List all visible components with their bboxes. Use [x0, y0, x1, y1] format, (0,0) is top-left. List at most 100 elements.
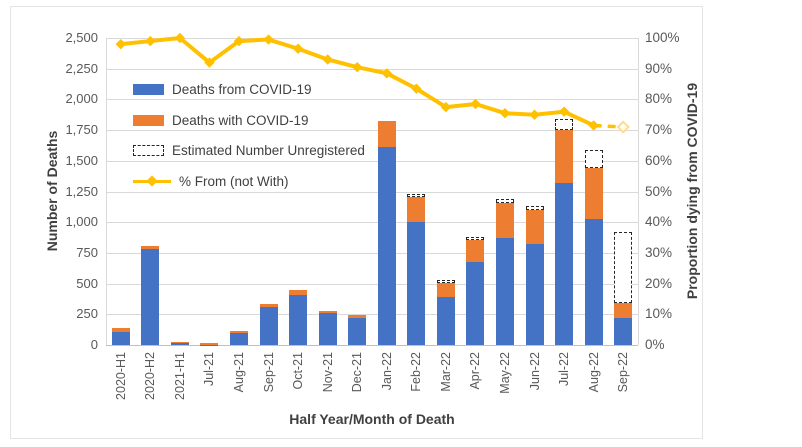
- pct-marker-diamond-icon: [411, 83, 422, 94]
- bar-deaths-from-segment: [230, 332, 248, 345]
- legend-item-unregistered: Estimated Number Unregistered: [133, 142, 365, 158]
- left-axis-tick-label: 2,250: [65, 60, 98, 76]
- x-axis-tick-label: 2021-H1: [172, 352, 187, 400]
- pct-line-dashed-segment: [593, 123, 624, 129]
- x-axis-tick-label: Oct-21: [291, 352, 306, 390]
- x-axis-tick-label: Aug-22: [586, 352, 601, 393]
- x-axis-tick-label: Sep-21: [261, 352, 276, 393]
- legend-label-deaths-with: Deaths with COVID-19: [172, 112, 309, 128]
- bar-deaths-with-segment: [436, 282, 455, 298]
- left-axis-tick-label: 500: [76, 275, 98, 291]
- bar-unregistered-segment: [525, 205, 544, 210]
- bar-deaths-from-segment: [466, 262, 485, 345]
- right-axis-tick-label: 10%: [645, 306, 673, 322]
- left-axis-tick-label: 2,000: [65, 91, 98, 107]
- legend-label-unregistered: Estimated Number Unregistered: [172, 142, 365, 158]
- bar-deaths-from-segment: [289, 295, 308, 345]
- gridline: [106, 99, 638, 101]
- pct-marker-diamond-icon: [499, 108, 511, 119]
- left-axis-tick-label: 1,250: [65, 183, 98, 199]
- bar-deaths-with-segment: [141, 245, 160, 249]
- x-axis-tick-label: Mar-22: [438, 352, 453, 392]
- pct-marker-diamond-icon: [440, 101, 452, 113]
- pct-marker-diamond-icon: [352, 61, 363, 73]
- right-axis-tick-label: 40%: [645, 214, 673, 230]
- x-axis-tick-label: Aug-21: [232, 352, 246, 393]
- bar-deaths-with-segment: [525, 209, 544, 245]
- pct-marker-diamond-icon: [292, 43, 304, 54]
- left-axis-tick-label: 1,000: [65, 214, 98, 230]
- pct-marker-diamond-icon: [263, 34, 274, 45]
- right-axis-tick-label: 90%: [645, 60, 673, 76]
- bar-unregistered-segment: [407, 193, 426, 198]
- bar-deaths-with-segment: [259, 303, 278, 307]
- bar-deaths-from-segment: [525, 244, 544, 345]
- bar-deaths-from-segment: [141, 248, 160, 345]
- bar-deaths-from-segment: [377, 147, 396, 345]
- bar-deaths-with-segment: [377, 120, 396, 148]
- x-axis-tick-label: May-22: [498, 352, 512, 394]
- bar-deaths-with-segment: [496, 203, 514, 239]
- right-axis-tick-label: 50%: [645, 183, 673, 199]
- pct-marker-diamond-icon: [204, 57, 215, 68]
- gridline: [106, 222, 638, 224]
- bar-deaths-from-segment: [111, 332, 130, 345]
- right-axis-tick-label: 20%: [645, 275, 673, 291]
- left-axis-tick-label: 750: [76, 244, 98, 260]
- left-axis-tick-label: 2,500: [65, 30, 98, 45]
- left-axis-tick-label: 0: [90, 337, 98, 352]
- x-axis-tick-label: Jul-21: [202, 352, 217, 387]
- bar-unregistered-segment: [466, 236, 485, 240]
- bar-deaths-from-segment: [259, 306, 278, 345]
- legend-item-deaths-from: Deaths from COVID-19: [133, 81, 312, 97]
- bar-deaths-with-segment: [230, 330, 248, 333]
- right-axis-tick-label: 100%: [645, 30, 680, 45]
- gridline: [106, 314, 638, 316]
- right-axis-tick-label: 30%: [645, 244, 673, 260]
- bar-deaths-from-segment: [318, 313, 337, 345]
- x-axis-tick-label: 2020-H1: [113, 352, 128, 400]
- left-axis-tick-label: 1,500: [65, 152, 98, 168]
- x-axis-title: Half Year/Month of Death: [289, 411, 455, 427]
- bar-deaths-with-segment: [348, 314, 367, 318]
- left-axis-line: [106, 38, 107, 345]
- gridline: [106, 252, 638, 254]
- left-axis-tick-label: 1,750: [65, 122, 98, 138]
- x-axis-tick-label: Apr-22: [468, 352, 483, 390]
- bar-deaths-from-segment: [436, 297, 455, 345]
- gridline: [106, 130, 638, 132]
- pct-line-swatch-icon: [133, 175, 171, 187]
- bar-deaths-from-segment: [614, 317, 633, 345]
- bar-deaths-with-segment: [111, 328, 130, 333]
- bar-deaths-with-segment: [466, 240, 485, 263]
- x-axis-tick-label: 2020-H2: [143, 352, 158, 400]
- gridline: [106, 160, 638, 162]
- pct-marker-diamond-icon: [115, 38, 126, 50]
- bar-deaths-from-segment: [555, 182, 574, 345]
- deaths-with-swatch-icon: [133, 114, 164, 126]
- legend-label-pct-from: % From (not With): [179, 173, 289, 189]
- bar-deaths-with-segment: [200, 342, 219, 345]
- x-axis-tick-label: Sep-22: [616, 352, 631, 393]
- pct-marker-diamond-icon: [322, 54, 333, 65]
- gridline: [106, 283, 638, 285]
- bar-unregistered-segment: [614, 232, 633, 304]
- gridline: [106, 68, 638, 70]
- bar-deaths-from-segment: [348, 317, 367, 345]
- legend-item-deaths-with: Deaths with COVID-19: [133, 112, 309, 128]
- x-axis-tick-label: Feb-22: [409, 352, 424, 392]
- bar-unregistered-segment: [496, 199, 514, 204]
- bar-deaths-with-segment: [555, 130, 574, 183]
- bar-deaths-with-segment: [170, 341, 189, 343]
- bar-unregistered-segment: [555, 119, 574, 131]
- unregistered-swatch-icon: [133, 144, 164, 156]
- pct-marker-diamond-icon: [558, 106, 570, 117]
- x-axis-tick-label: Jul-22: [557, 352, 572, 387]
- bar-deaths-from-segment: [170, 342, 189, 345]
- bar-deaths-from-segment: [407, 222, 426, 345]
- bar-deaths-with-segment: [614, 303, 633, 318]
- right-axis-line: [638, 38, 639, 345]
- bar-deaths-from-segment: [584, 219, 603, 345]
- x-axis-tick-label: Nov-21: [320, 352, 335, 393]
